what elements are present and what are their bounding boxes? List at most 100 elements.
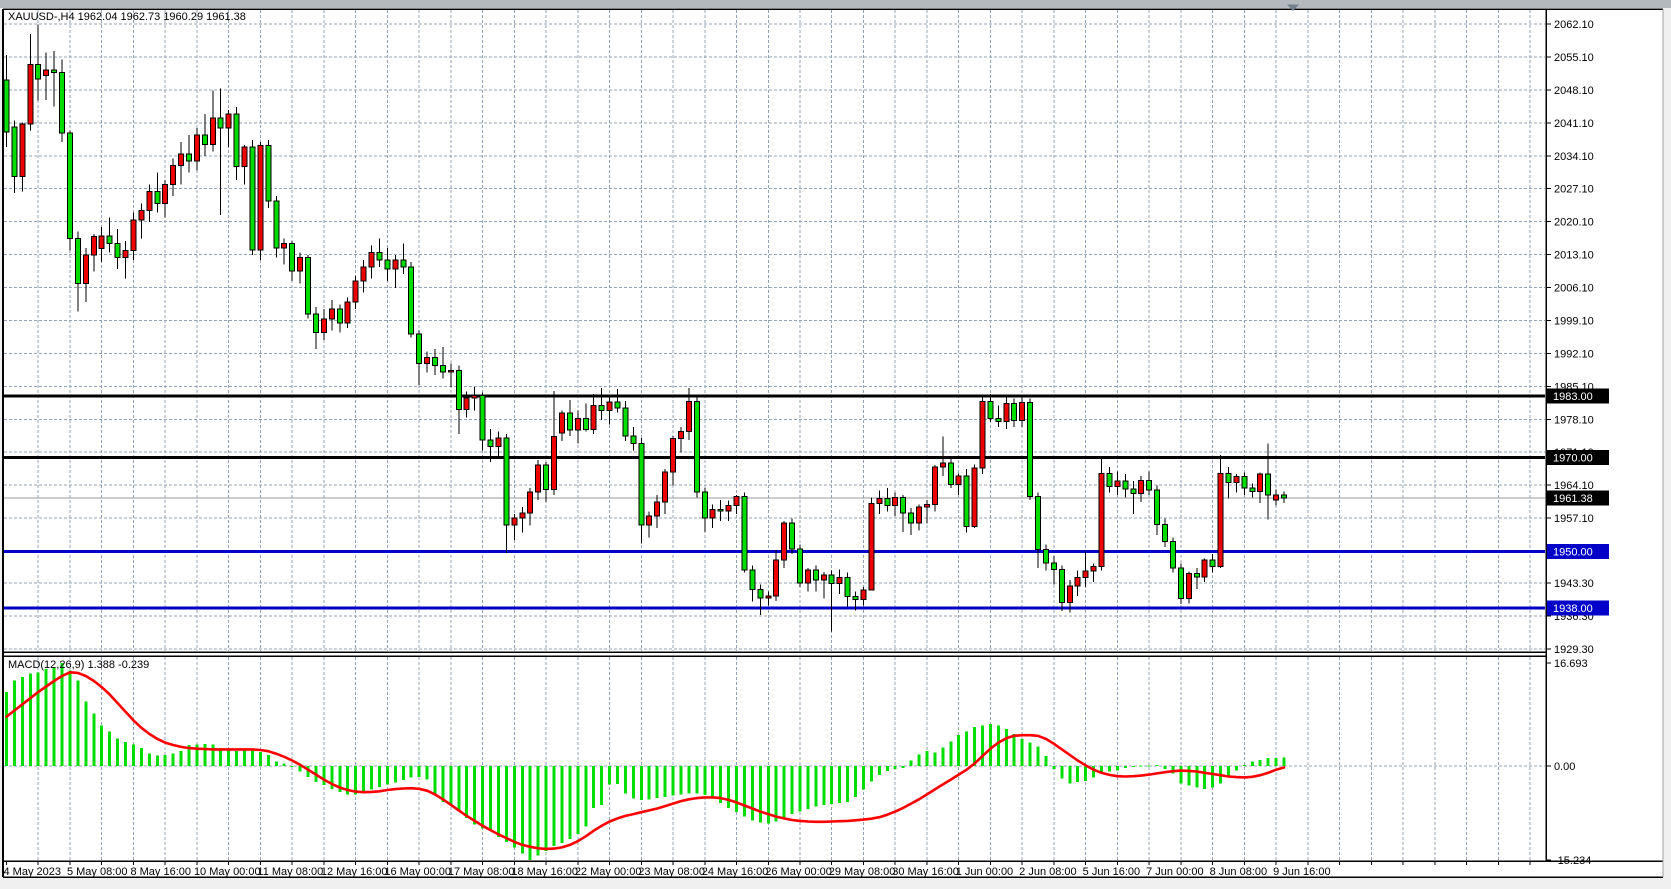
candle-bear xyxy=(439,365,446,373)
svg-text:23 May 08:00: 23 May 08:00 xyxy=(638,866,705,878)
candle-bear xyxy=(1027,401,1034,497)
candle-bear xyxy=(812,569,819,581)
svg-text:8 May 16:00: 8 May 16:00 xyxy=(130,866,191,878)
candle-bear xyxy=(1058,568,1065,603)
svg-text:1999.10: 1999.10 xyxy=(1554,315,1594,327)
candle-bear xyxy=(789,522,796,550)
candle-bear xyxy=(1106,472,1113,488)
candle-bear xyxy=(852,596,859,601)
candle-bull xyxy=(1185,573,1192,600)
candle-bear xyxy=(51,69,58,73)
svg-text:18 May 16:00: 18 May 16:00 xyxy=(511,866,578,878)
candle-bear xyxy=(114,242,121,258)
candle-bull xyxy=(590,405,597,431)
svg-text:1 Jun 00:00: 1 Jun 00:00 xyxy=(956,866,1014,878)
candle-bull xyxy=(281,242,288,249)
candle-bull xyxy=(98,235,105,249)
candle-bull xyxy=(535,464,542,493)
candle-bull xyxy=(368,252,375,268)
svg-text:2013.10: 2013.10 xyxy=(1554,250,1594,262)
candle-bull xyxy=(955,475,962,486)
candle-bear xyxy=(479,394,486,441)
svg-text:17 May 08:00: 17 May 08:00 xyxy=(448,866,515,878)
candle-bull xyxy=(662,471,669,503)
svg-text:2027.10: 2027.10 xyxy=(1554,184,1594,196)
candle-bull xyxy=(1257,473,1264,492)
candle-bull xyxy=(654,501,661,517)
svg-text:7 Jun 00:00: 7 Jun 00:00 xyxy=(1146,866,1204,878)
candle-bear xyxy=(1154,489,1161,526)
candle-bull xyxy=(765,595,772,599)
candle-bear xyxy=(1011,402,1018,422)
panel-frames xyxy=(2,8,1664,878)
candle-bear xyxy=(884,497,891,506)
candle-bear xyxy=(1042,549,1049,564)
candle-bull xyxy=(979,400,986,469)
candle-bull xyxy=(447,369,454,373)
candle-bull xyxy=(725,504,732,512)
candle-bull xyxy=(82,254,89,284)
candle-bull xyxy=(1066,585,1073,603)
candle-bull xyxy=(931,466,938,505)
candle-bear xyxy=(622,407,629,437)
candle-bear xyxy=(749,569,756,591)
svg-text:1943.30: 1943.30 xyxy=(1554,578,1594,590)
svg-text:5 May 08:00: 5 May 08:00 xyxy=(67,866,128,878)
candle-bull xyxy=(527,491,534,514)
time-axis[interactable]: 4 May 2023 5 May 08:00 8 May 16:00 10 May 0… xyxy=(4,861,1531,878)
candle-bear xyxy=(701,491,708,519)
candle-bull xyxy=(19,123,26,177)
candle-bear xyxy=(289,242,296,272)
candle-bull xyxy=(193,134,200,162)
candle-bear xyxy=(35,63,42,80)
candle-bear xyxy=(566,412,573,431)
svg-text:2055.10: 2055.10 xyxy=(1554,52,1594,64)
candle-bear xyxy=(384,259,391,270)
candle-bear xyxy=(431,357,438,367)
candle-bear xyxy=(757,589,764,599)
svg-text:-15.234: -15.234 xyxy=(1554,855,1591,867)
svg-text:11 May 08:00: 11 May 08:00 xyxy=(257,866,323,878)
candle-bull xyxy=(241,146,248,168)
candle-bull xyxy=(320,318,327,334)
candle-bear xyxy=(947,462,954,486)
candle-bull xyxy=(1138,479,1145,495)
candle-bull xyxy=(646,515,653,526)
macd-signal-line xyxy=(5,670,1286,851)
candle-bear xyxy=(1162,524,1169,543)
candle-bull xyxy=(916,506,923,524)
candlestick-series xyxy=(3,24,1288,632)
candle-bear xyxy=(1225,472,1232,483)
chart-shift-arrow-icon xyxy=(1287,4,1299,11)
candle-bear xyxy=(273,200,280,249)
svg-text:8 Jun 08:00: 8 Jun 08:00 xyxy=(1210,866,1268,878)
candle-bear xyxy=(487,439,494,448)
candle-bull xyxy=(27,63,34,125)
candle-bull xyxy=(1003,402,1010,423)
candle-bear xyxy=(336,308,343,324)
candle-bull xyxy=(360,266,367,282)
candle-bear xyxy=(1146,479,1153,491)
candle-bull xyxy=(733,495,740,506)
candle-bear xyxy=(66,132,73,240)
candle-bull xyxy=(162,183,169,204)
candle-bull xyxy=(860,589,867,601)
candle-bear xyxy=(987,400,994,419)
candle-bull xyxy=(130,219,137,251)
svg-text:5 Jun 16:00: 5 Jun 16:00 xyxy=(1083,866,1141,878)
candle-bull xyxy=(424,357,431,364)
candle-bear xyxy=(416,333,423,364)
candle-bull xyxy=(1233,476,1240,483)
candle-bull xyxy=(352,280,359,303)
candle-bull xyxy=(1098,472,1105,568)
candle-bear xyxy=(908,512,915,524)
svg-text:2 Jun 08:00: 2 Jun 08:00 xyxy=(1019,866,1076,878)
candle-bull xyxy=(606,401,613,411)
candle-bear xyxy=(312,313,319,334)
candle-bull xyxy=(1090,566,1097,572)
candle-bear xyxy=(503,437,510,526)
candle-bear xyxy=(1130,488,1137,495)
